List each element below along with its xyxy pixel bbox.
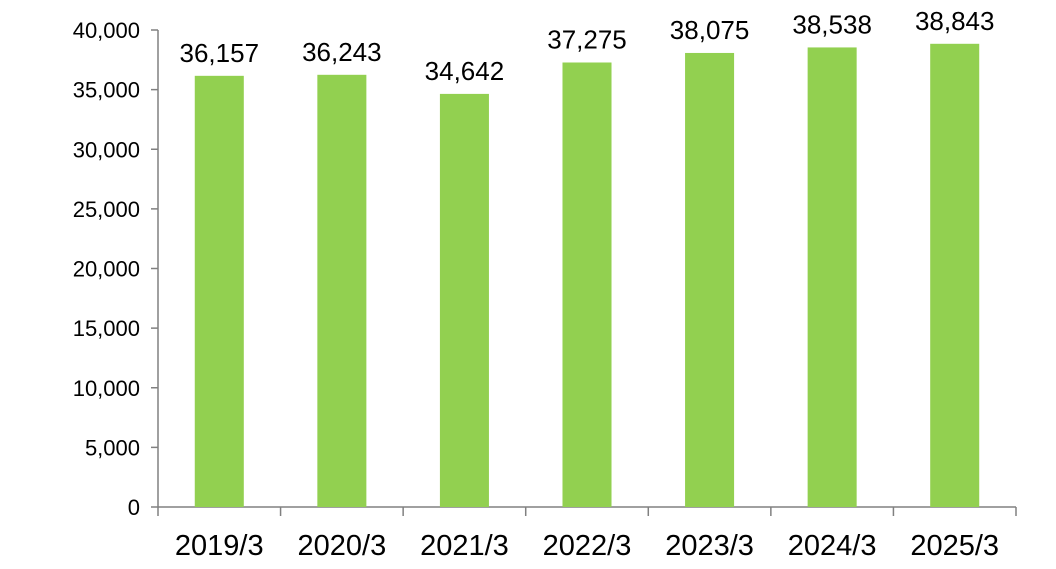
data-labels: 36,157 36,243 34,642 37,275 38,075 38,538 38,8… <box>180 6 995 86</box>
y-axis: 0 5,000 10,000 15,000 20,000 25,000 30,000 35,0… <box>73 18 159 520</box>
bar-value-label: 38,538 <box>792 9 872 39</box>
y-tick-label: 20,000 <box>73 257 140 282</box>
x-category-label: 2024/3 <box>788 530 877 562</box>
bar-value-label: 36,243 <box>302 37 382 67</box>
bars <box>194 43 980 508</box>
bar-2022-3 <box>562 62 612 507</box>
bar-value-label: 38,843 <box>915 6 995 36</box>
y-tick-label: 15,000 <box>73 316 140 341</box>
y-tick-label: 30,000 <box>73 137 140 162</box>
bar-2019-3 <box>194 75 244 508</box>
x-category-label: 2020/3 <box>298 530 387 562</box>
x-category-label: 2022/3 <box>543 530 632 562</box>
bar-value-label: 37,275 <box>547 24 627 54</box>
x-axis: 2019/3 2020/3 2021/3 2022/3 2023/3 2024/3 2025… <box>157 506 1017 562</box>
bar-value-label: 34,642 <box>425 56 505 86</box>
x-category-label: 2023/3 <box>665 530 754 562</box>
y-tick-label: 25,000 <box>73 197 140 222</box>
bar-value-label: 38,075 <box>670 15 750 45</box>
x-category-label: 2025/3 <box>910 530 999 562</box>
y-tick-label: 40,000 <box>73 18 140 43</box>
bar-2021-3 <box>439 93 489 507</box>
x-category-label: 2021/3 <box>420 530 509 562</box>
x-category-label: 2019/3 <box>175 530 264 562</box>
bar-2024-3 <box>807 47 857 507</box>
y-tick-label: 0 <box>128 495 140 520</box>
bar-2025-3 <box>930 43 980 507</box>
bar-2020-3 <box>317 74 367 508</box>
y-tick-label: 5,000 <box>85 435 140 460</box>
y-tick-label: 35,000 <box>73 78 140 103</box>
bar-2023-3 <box>685 52 735 507</box>
y-tick-label: 10,000 <box>73 376 140 401</box>
bar-value-label: 36,157 <box>180 38 260 68</box>
